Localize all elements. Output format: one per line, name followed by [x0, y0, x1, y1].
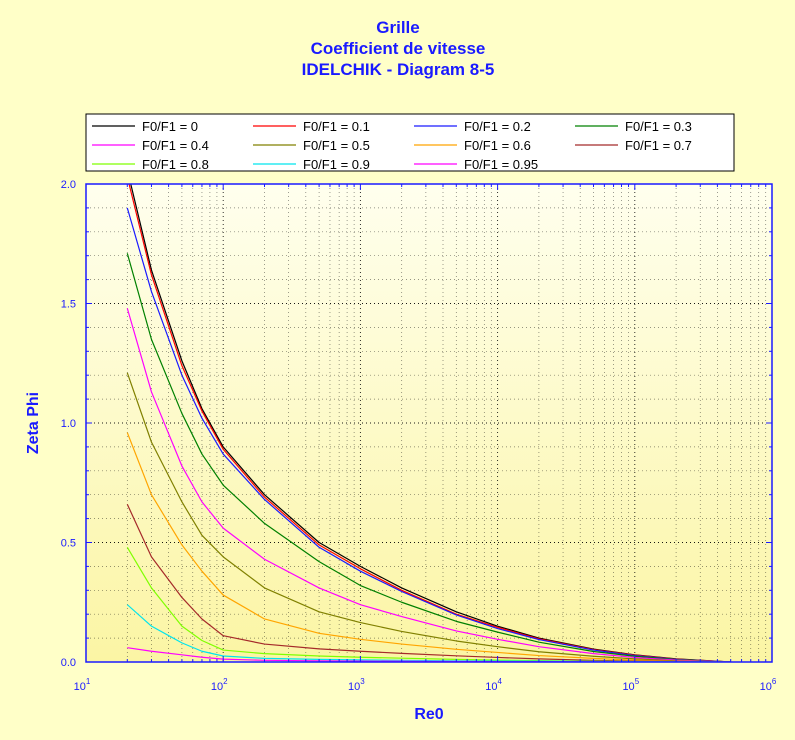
legend-entry: F0/F1 = 0.7 [625, 138, 692, 153]
x-tick-label: 103 [348, 677, 365, 693]
y-tick-label: 1.0 [61, 418, 76, 430]
x-tick-exponent: 4 [497, 677, 502, 686]
x-tick-base: 10 [74, 681, 86, 693]
legend-entry: F0/F1 = 0.4 [142, 138, 209, 153]
y-tick-label: 0.5 [61, 538, 76, 550]
series-line [126, 308, 731, 662]
x-tick-label: 102 [211, 677, 228, 693]
x-tick-base: 10 [622, 681, 634, 693]
legend-box [85, 113, 735, 172]
x-tick-exponent: 2 [223, 677, 228, 686]
x-tick-exponent: 3 [360, 677, 365, 686]
x-tick-base: 10 [760, 681, 772, 693]
chart-title-line: Grille [376, 18, 419, 37]
legend-entry: F0/F1 = 0.9 [303, 157, 370, 172]
x-tick-label: 105 [622, 677, 639, 693]
legend-entry: F0/F1 = 0.2 [464, 119, 531, 134]
legend-entry: F0/F1 = 0.3 [625, 119, 692, 134]
series-line [126, 372, 731, 662]
x-tick-label: 104 [485, 677, 502, 693]
x-tick-label: 106 [760, 677, 777, 693]
series-line [126, 432, 731, 662]
legend-entry: F0/F1 = 0 [142, 119, 198, 134]
chart-title-line: Coefficient de vitesse [311, 39, 486, 58]
series-line [126, 207, 731, 662]
y-tick-label: 0.0 [61, 657, 76, 669]
legend-entry: F0/F1 = 0.5 [303, 138, 370, 153]
series-line [126, 504, 731, 662]
y-tick-label: 1.5 [61, 299, 76, 311]
legend-entry: F0/F1 = 0.6 [464, 138, 531, 153]
x-tick-exponent: 6 [772, 677, 777, 686]
chart-title-line: IDELCHIK - Diagram 8-5 [302, 60, 495, 79]
legend-entry: F0/F1 = 0.1 [303, 119, 370, 134]
x-tick-exponent: 5 [635, 677, 640, 686]
y-tick-label: 2.0 [61, 179, 76, 191]
plot-area [86, 184, 772, 662]
series-line [126, 253, 731, 662]
x-axis-label: Re0 [414, 706, 443, 723]
legend-entry: F0/F1 = 0.8 [142, 157, 209, 172]
x-tick-label: 101 [74, 677, 91, 693]
x-tick-base: 10 [211, 681, 223, 693]
legend-entry: F0/F1 = 0.95 [464, 157, 538, 172]
x-tick-base: 10 [348, 681, 360, 693]
x-tick-base: 10 [485, 681, 497, 693]
x-tick-exponent: 1 [86, 677, 91, 686]
y-axis-label: Zeta Phi [25, 392, 42, 454]
